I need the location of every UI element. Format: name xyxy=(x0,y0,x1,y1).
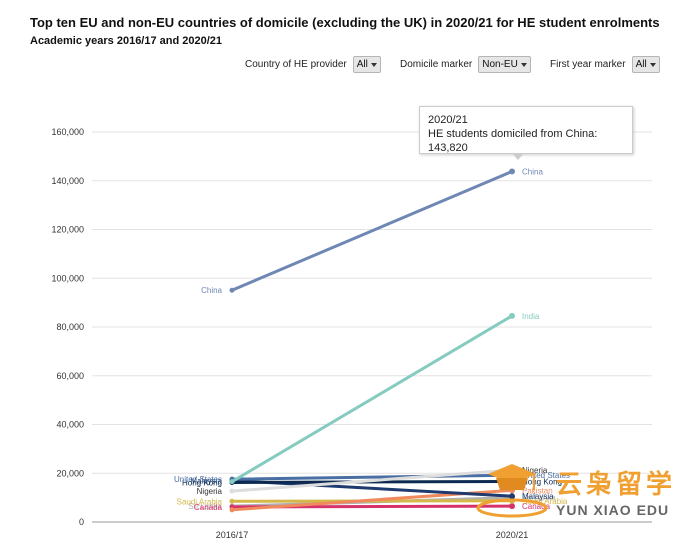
series-label-end: United States xyxy=(522,471,570,480)
series-label-start: China xyxy=(201,286,222,295)
filter-label: Domicile marker xyxy=(400,59,473,70)
chevron-down-icon xyxy=(370,62,377,67)
series-label-start: Hong Kong xyxy=(182,478,222,487)
series-label-start: Sri Lanka xyxy=(188,502,222,511)
watermark-en: YUN XIAO EDU xyxy=(556,502,670,518)
y-tick-label: 140,000 xyxy=(51,176,84,186)
tooltip-value: HE students domiciled from China: 143,82… xyxy=(428,128,598,154)
chevron-down-icon xyxy=(649,62,656,67)
series-line-china xyxy=(230,169,514,292)
y-tick-label: 100,000 xyxy=(51,273,84,283)
data-point-canada xyxy=(509,503,515,510)
data-point-india xyxy=(509,312,515,319)
series-label-end: Sri Lanka xyxy=(522,494,556,503)
chart-subtitle: Academic years 2016/17 and 2020/21 xyxy=(30,35,223,47)
y-tick-label: 40,000 xyxy=(56,420,84,430)
x-tick-label: 2020/21 xyxy=(496,530,529,540)
data-point-india xyxy=(229,479,235,485)
series-label-end: Canada xyxy=(522,502,551,511)
tooltip-year: 2020/21 xyxy=(428,114,468,126)
x-tick-label: 2016/17 xyxy=(216,530,249,540)
data-point-china xyxy=(229,287,235,293)
chart-title: Top ten EU and non-EU countries of domic… xyxy=(30,15,660,30)
y-tick-label: 160,000 xyxy=(51,127,84,137)
series-label-end: Pakistan xyxy=(522,486,553,495)
domicile-marker-select[interactable]: Non-EU xyxy=(478,56,531,73)
y-tick-label: 0 xyxy=(79,517,84,527)
watermark-logo: 云枭留学 YUN XIAO EDU xyxy=(468,460,683,530)
series-label-end: Saudi Arabia xyxy=(522,497,568,506)
series-label-start: United States xyxy=(174,475,222,484)
filter-domicile-marker: Domicile marker Non-EU xyxy=(400,56,531,73)
series-label-start: Canada xyxy=(194,503,223,512)
y-tick-label: 120,000 xyxy=(51,225,84,235)
filter-first-year-marker: First year marker All xyxy=(550,56,660,73)
select-value: All xyxy=(356,59,368,70)
data-point-pakistan xyxy=(229,507,235,513)
first-year-marker-select[interactable]: All xyxy=(631,56,660,73)
y-tick-label: 80,000 xyxy=(56,322,84,332)
series-label-end: India xyxy=(522,312,540,321)
series-label-end: Nigeria xyxy=(522,466,548,475)
series-line-nigeria xyxy=(230,468,514,493)
series-label-start: Malaysia xyxy=(190,477,222,486)
filter-country-of-he-provider: Country of HE provider All xyxy=(245,56,381,73)
filter-label: Country of HE provider xyxy=(245,59,347,70)
series-label-end: Malaysia xyxy=(522,492,554,501)
series-label-end: China xyxy=(522,167,543,176)
data-point-malaysia xyxy=(509,493,515,500)
select-value: All xyxy=(635,59,647,70)
data-point-china xyxy=(509,168,515,175)
graduation-cap-icon xyxy=(476,464,548,518)
y-tick-label: 60,000 xyxy=(56,371,84,381)
y-tick-label: 20,000 xyxy=(56,468,84,478)
select-value: Non-EU xyxy=(482,59,518,70)
country-provider-select[interactable]: All xyxy=(352,56,381,73)
watermark-cn: 云枭留学 xyxy=(556,470,677,500)
series-line-united-states xyxy=(230,473,514,481)
chevron-down-icon xyxy=(520,62,527,67)
series-label-start: Saudi Arabia xyxy=(177,497,223,506)
data-tooltip: 2020/21 HE students domiciled from China… xyxy=(419,106,633,160)
series-label-start: Nigeria xyxy=(197,487,223,496)
data-point-nigeria xyxy=(229,488,235,494)
data-point-saudi-arabia xyxy=(229,498,235,504)
series-label-end: Hong Kong xyxy=(522,477,562,486)
filter-label: First year marker xyxy=(550,59,626,70)
series-line-india xyxy=(230,314,514,484)
